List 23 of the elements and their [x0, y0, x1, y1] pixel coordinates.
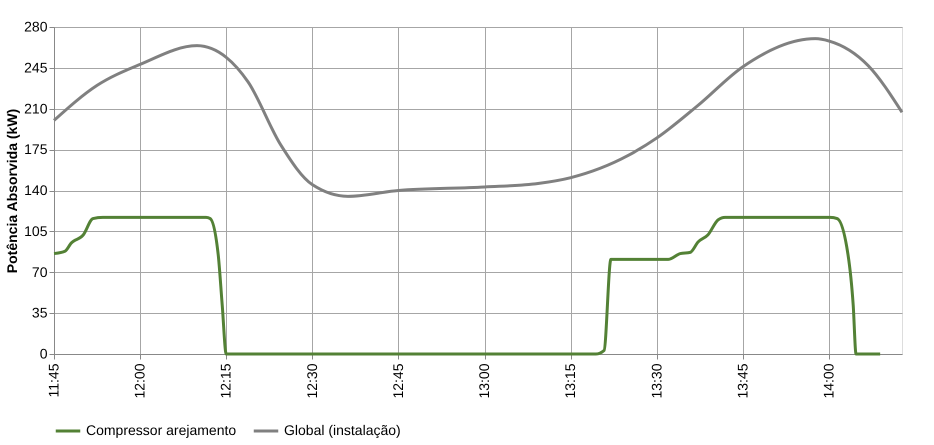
y-tick-label: 245 — [24, 59, 48, 76]
x-tick-label: 13:00 — [476, 363, 492, 399]
y-tick-label: 280 — [24, 18, 48, 34]
x-tick-label: 12:00 — [132, 363, 148, 399]
legend-label: Compressor arejamento — [86, 422, 236, 438]
line-series — [52, 216, 882, 356]
x-tick-label: 14:00 — [820, 363, 837, 399]
legend-label: Global (instalação) — [284, 422, 401, 438]
x-tick-label: 11:45 — [46, 363, 62, 398]
x-tick-label: 12:30 — [304, 363, 320, 399]
y-tick-label: 0 — [40, 346, 48, 362]
y-tick-label: 35 — [32, 304, 48, 321]
y-tick-label: 140 — [24, 182, 48, 198]
x-tick-label: 13:30 — [648, 363, 664, 399]
y-tick-label: 175 — [24, 141, 48, 158]
y-tick-label: 70 — [32, 264, 48, 280]
y-tick-label: 105 — [24, 222, 48, 239]
y-axis-title: Potência Absorvida (kW) — [4, 108, 20, 274]
x-tick-label: 12:15 — [218, 363, 234, 399]
y-tick-label: 210 — [24, 100, 48, 116]
x-tick-label: 12:45 — [390, 363, 406, 399]
x-tick-label: 13:15 — [562, 363, 578, 399]
x-tick-label: 13:45 — [734, 363, 750, 399]
